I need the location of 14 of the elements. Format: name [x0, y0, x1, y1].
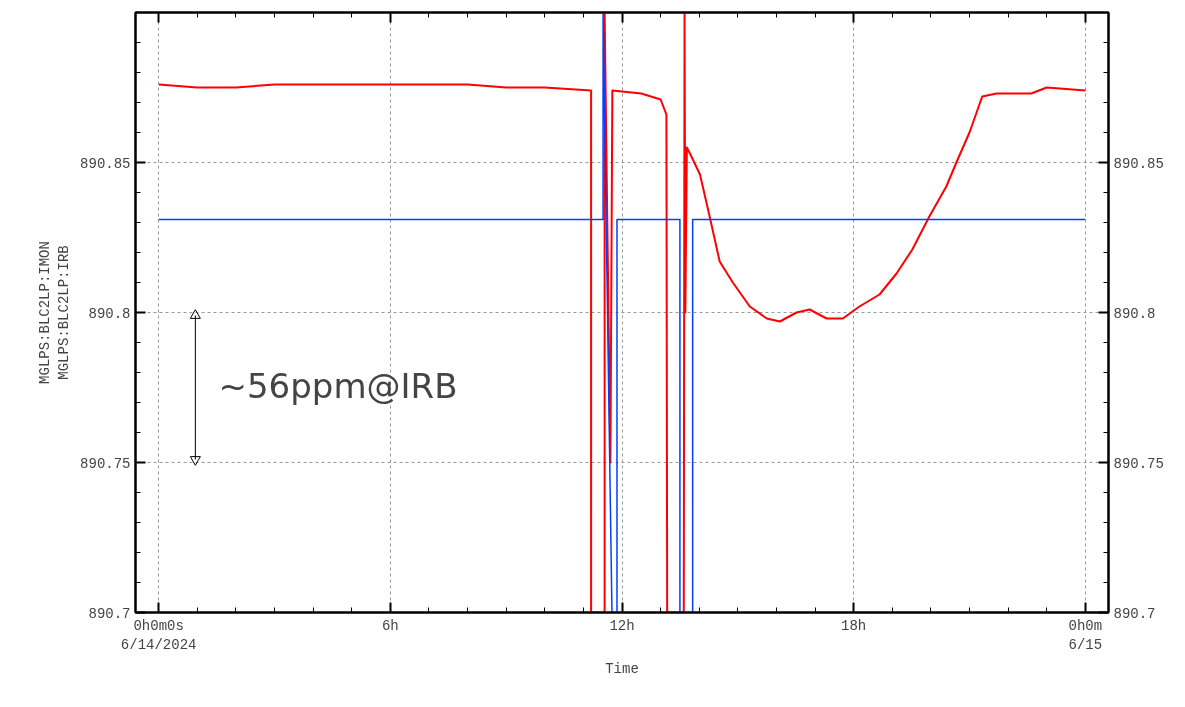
- y-tick-label: 890.85: [80, 155, 131, 172]
- y2-tick-label: 890.85: [1113, 155, 1164, 172]
- x-tick-label: 18h: [841, 617, 867, 634]
- y-tick-label: 890.8: [88, 305, 131, 322]
- x-tick-label: 0h0m 6/15: [1068, 617, 1103, 653]
- y2-tick-label: 890.7: [1113, 605, 1156, 622]
- x-tick-label: 6h: [381, 617, 399, 634]
- x-axis-title: Time: [605, 660, 639, 677]
- annotation: ~56ppm@IRB: [218, 365, 458, 406]
- y2-tick-label: 890.75: [1113, 455, 1164, 472]
- x-tick-label: 12h: [609, 617, 635, 634]
- y-axis-title: MGLPS:BLC2LP:IMON MGLPS:BLC2LP:IRB: [36, 241, 73, 384]
- y2-tick-label: 890.8: [1113, 305, 1156, 322]
- y-tick-label: 890.75: [80, 455, 131, 472]
